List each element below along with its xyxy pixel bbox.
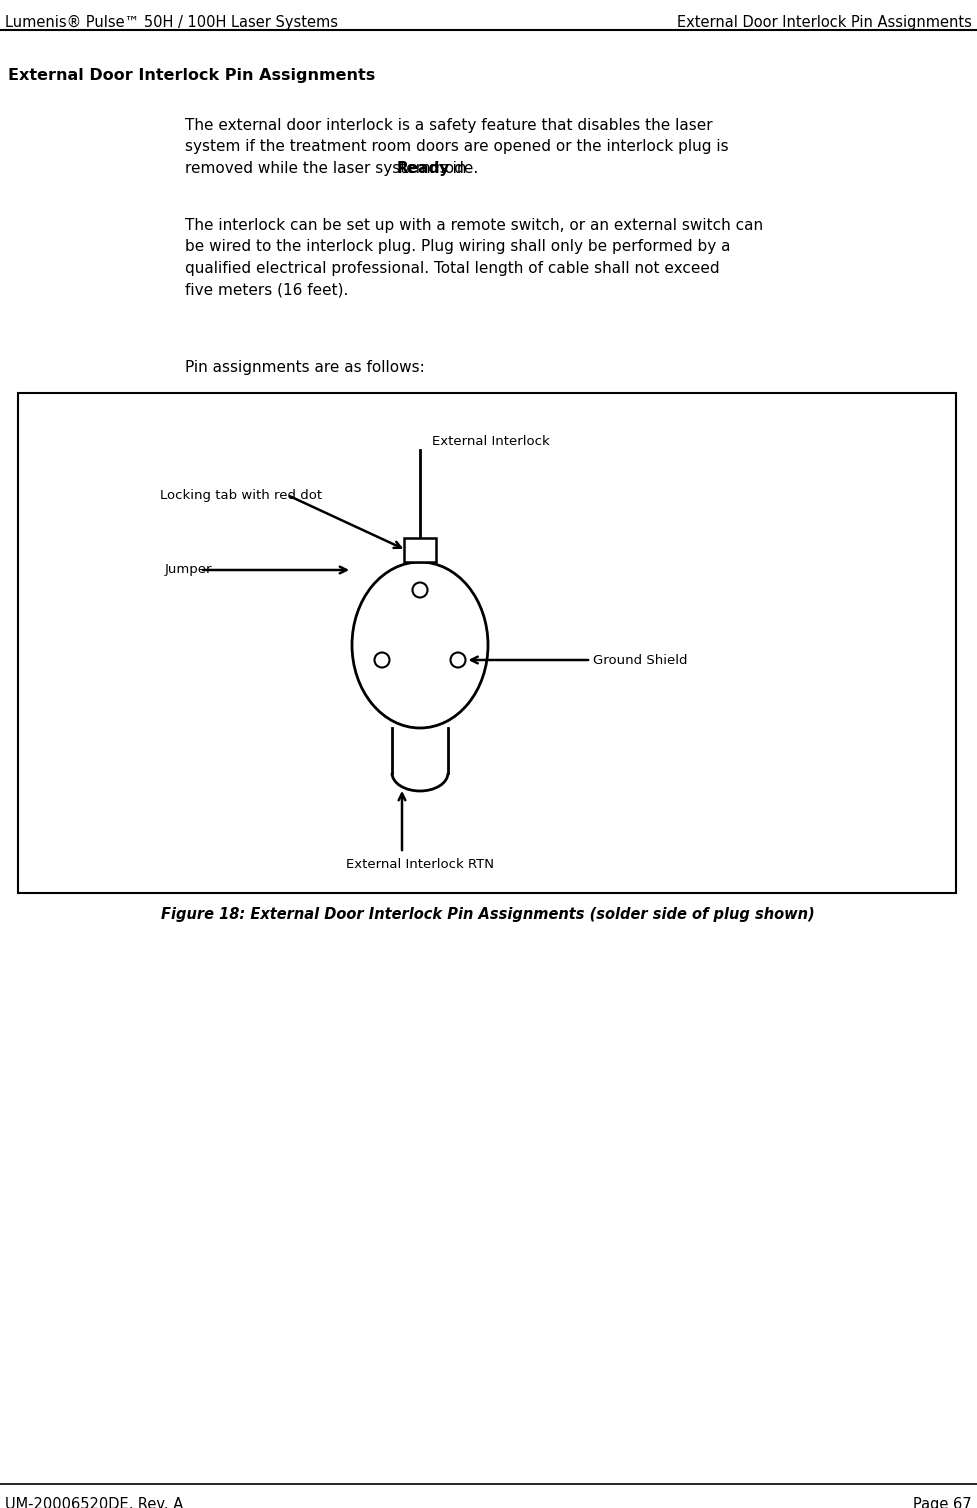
Text: Figure 18: External Door Interlock Pin Assignments (solder side of plug shown): Figure 18: External Door Interlock Pin A… xyxy=(161,906,815,921)
Text: Jumper: Jumper xyxy=(165,564,213,576)
Text: be wired to the interlock plug. Plug wiring shall only be performed by a: be wired to the interlock plug. Plug wir… xyxy=(185,240,731,255)
Circle shape xyxy=(450,653,465,668)
Text: Ready: Ready xyxy=(397,161,449,176)
Circle shape xyxy=(412,582,428,597)
Text: Page 67: Page 67 xyxy=(913,1497,972,1508)
Text: Pin assignments are as follows:: Pin assignments are as follows: xyxy=(185,360,425,375)
Text: The interlock can be set up with a remote switch, or an external switch can: The interlock can be set up with a remot… xyxy=(185,219,763,234)
Text: Lumenis® Pulse™ 50H / 100H Laser Systems: Lumenis® Pulse™ 50H / 100H Laser Systems xyxy=(5,15,338,30)
Text: The external door interlock is a safety feature that disables the laser: The external door interlock is a safety … xyxy=(185,118,712,133)
Text: External Interlock RTN: External Interlock RTN xyxy=(346,858,494,872)
Text: removed while the laser system is in: removed while the laser system is in xyxy=(185,161,471,176)
Bar xyxy=(404,538,436,562)
Text: External Door Interlock Pin Assignments: External Door Interlock Pin Assignments xyxy=(8,68,375,83)
Text: mode.: mode. xyxy=(425,161,479,176)
Text: five meters (16 feet).: five meters (16 feet). xyxy=(185,282,349,297)
Text: Ground Shield: Ground Shield xyxy=(593,653,688,667)
Text: Locking tab with red dot: Locking tab with red dot xyxy=(160,489,322,502)
Circle shape xyxy=(374,653,390,668)
Bar xyxy=(18,394,956,893)
Text: External Interlock: External Interlock xyxy=(432,434,550,448)
Text: UM-20006520DE, Rev. A: UM-20006520DE, Rev. A xyxy=(5,1497,184,1508)
Text: External Door Interlock Pin Assignments: External Door Interlock Pin Assignments xyxy=(677,15,972,30)
Ellipse shape xyxy=(352,562,488,728)
Text: system if the treatment room doors are opened or the interlock plug is: system if the treatment room doors are o… xyxy=(185,140,729,154)
Text: qualified electrical professional. Total length of cable shall not exceed: qualified electrical professional. Total… xyxy=(185,261,720,276)
